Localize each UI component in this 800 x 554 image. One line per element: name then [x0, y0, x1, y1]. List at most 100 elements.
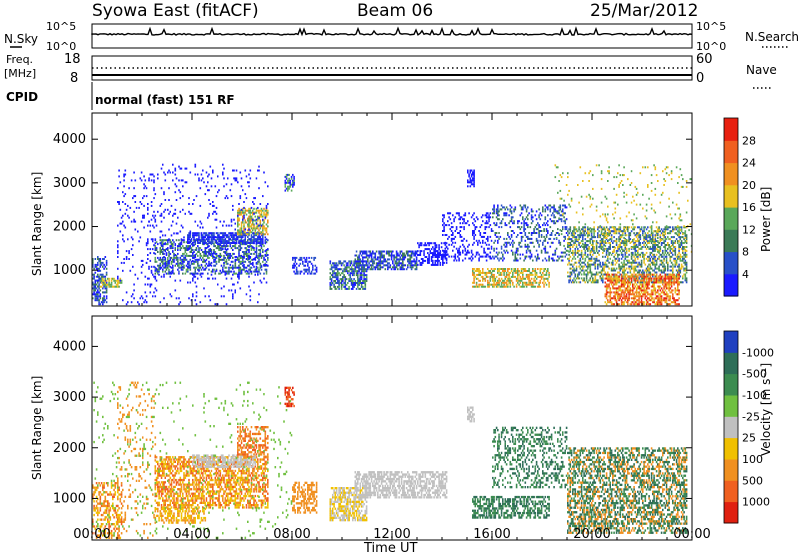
heatmap-cell — [504, 285, 507, 288]
heatmap-cell — [549, 210, 552, 213]
heatmap-cell — [332, 266, 334, 269]
heatmap-cell — [627, 240, 629, 243]
heatmap-cell — [352, 274, 354, 277]
heatmap-cell — [528, 249, 530, 252]
heatmap-cell — [472, 281, 474, 284]
heatmap-cell — [174, 167, 177, 170]
heatmap-cell — [570, 251, 573, 254]
heatmap-cell — [332, 282, 334, 284]
heatmap-cell — [217, 238, 219, 241]
heatmap-cell — [345, 262, 348, 265]
heatmap-cell — [229, 189, 232, 192]
heatmap-cell — [235, 242, 238, 245]
heatmap-cell — [93, 285, 95, 288]
heatmap-cell — [370, 258, 373, 261]
heatmap-cell — [244, 236, 246, 239]
heatmap-cell — [519, 279, 522, 282]
heatmap-cell — [172, 271, 174, 274]
heatmap-cell — [530, 234, 533, 236]
heatmap-cell — [628, 259, 630, 262]
heatmap-cell — [629, 269, 632, 272]
heatmap-cell — [257, 238, 259, 241]
heatmap-cell — [587, 273, 589, 276]
heatmap-cell — [103, 299, 105, 302]
heatmap-cell — [474, 228, 477, 231]
heatmap-cell — [583, 230, 585, 233]
heatmap-cell — [507, 279, 509, 282]
heatmap-cell — [454, 253, 457, 256]
heatmap-cell — [434, 242, 437, 245]
heatmap-cell — [213, 268, 215, 271]
heatmap-cell — [518, 243, 520, 246]
heatmap-cell — [495, 208, 498, 211]
heatmap-cell — [425, 256, 428, 258]
heatmap-cell — [493, 283, 495, 286]
heatmap-cell — [548, 255, 550, 258]
heatmap-cell — [620, 253, 623, 256]
heatmap-cell — [467, 220, 469, 223]
heatmap-cell — [234, 232, 237, 235]
heatmap-cell — [633, 228, 635, 231]
heatmap-cell — [199, 204, 202, 207]
heatmap-cell — [572, 249, 574, 252]
heatmap-cell — [238, 223, 240, 226]
heatmap-cell — [434, 263, 437, 266]
heatmap-cell — [517, 277, 519, 280]
heatmap-cell — [559, 255, 562, 258]
heatmap-cell — [338, 272, 340, 275]
heatmap-cell — [105, 295, 108, 298]
heatmap-cell — [552, 257, 554, 260]
heatmap-cell — [440, 246, 443, 249]
heatmap-cell — [412, 264, 414, 267]
heatmap-cell — [245, 269, 248, 272]
heatmap-cell — [569, 228, 572, 231]
heatmap-cell — [158, 258, 160, 261]
heatmap-cell — [205, 254, 208, 257]
heatmap-cell — [182, 185, 184, 188]
heatmap-cell — [642, 255, 644, 258]
heatmap-cell — [193, 251, 195, 253]
heatmap-cell — [608, 275, 610, 278]
heatmap-cell — [554, 222, 557, 225]
heatmap-cell — [163, 258, 165, 261]
heatmap-cell — [117, 246, 119, 249]
heatmap-cell — [613, 232, 615, 235]
heatmap-cell — [528, 268, 530, 270]
heatmap-cell — [285, 187, 288, 190]
heatmap-cell — [624, 232, 627, 235]
heatmap-cell — [437, 252, 439, 255]
heatmap-cell — [200, 173, 203, 176]
heatmap-cell — [604, 234, 607, 237]
heatmap-cell — [228, 270, 230, 273]
heatmap-cell — [639, 247, 642, 250]
heatmap-cell — [224, 260, 227, 263]
heatmap-cell — [589, 242, 592, 244]
heatmap-cell — [644, 269, 647, 272]
heatmap-cell — [440, 256, 443, 258]
heatmap-cell — [264, 268, 266, 271]
heatmap-cell — [154, 277, 157, 280]
heatmap-cell — [148, 177, 150, 180]
heatmap-cell — [645, 228, 648, 231]
heatmap-cell — [523, 268, 525, 270]
heatmap-cell — [213, 232, 215, 235]
heatmap-cell — [179, 301, 182, 304]
heatmap-cell — [524, 283, 527, 286]
heatmap-cell — [572, 257, 574, 260]
heatmap-cell — [218, 236, 220, 239]
heatmap-cell — [407, 260, 409, 263]
heatmap-cell — [289, 181, 292, 184]
heatmap-cell — [234, 177, 236, 180]
heatmap-cell — [119, 279, 122, 282]
heatmap-cell — [174, 183, 177, 186]
heatmap-cell — [538, 243, 540, 246]
heatmap-cell — [217, 236, 219, 239]
heatmap-cell — [265, 260, 268, 263]
heatmap-cell — [503, 285, 505, 288]
heatmap-cell — [479, 234, 482, 236]
heatmap-cell — [419, 254, 422, 256]
heatmap-cell — [628, 261, 630, 264]
heatmap-cell — [265, 231, 268, 234]
heatmap-cell — [212, 254, 214, 257]
heatmap-cell — [507, 232, 509, 234]
